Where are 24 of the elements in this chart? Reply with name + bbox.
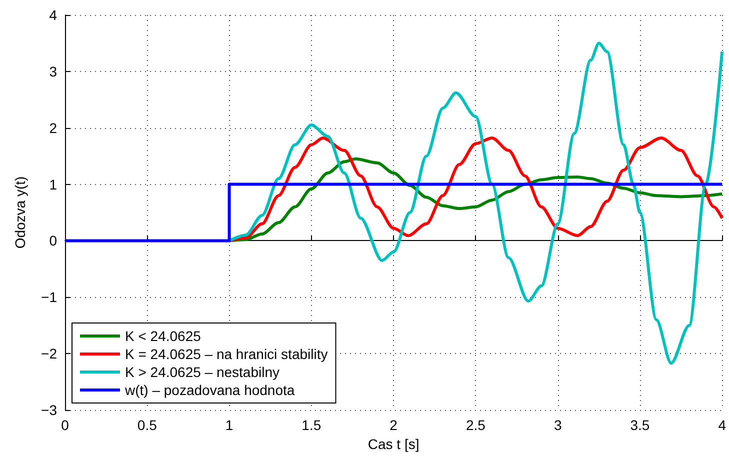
- line-series: [228, 136, 724, 242]
- y-tick-label: 1: [49, 176, 58, 192]
- x-tick-label: 2.5: [466, 417, 486, 433]
- legend-label: K = 24.0625 – na hranici stability: [125, 346, 328, 362]
- x-tick-label: 1: [225, 417, 234, 433]
- x-tick-label: 4: [718, 417, 726, 433]
- x-tick-label: 2: [390, 417, 398, 433]
- legend-label: w(t) – pozadovana hodnota: [124, 382, 295, 398]
- legend-label: K > 24.0625 – nestabilny: [125, 364, 280, 380]
- x-tick-label: 1.5: [302, 417, 322, 433]
- y-tick-label: −1: [41, 289, 58, 306]
- y-tick-label: 0: [49, 232, 58, 249]
- x-tick-label: 0.5: [137, 417, 158, 433]
- y-tick-label: 3: [49, 63, 58, 80]
- y-tick-label: 4: [49, 7, 58, 23]
- y-axis-title: Odozva y(t): [12, 176, 28, 249]
- x-tick-label: 3.5: [630, 417, 650, 433]
- y-tick-label: 2: [49, 120, 58, 136]
- y-tick-label: −3: [41, 402, 58, 418]
- legend-label: K < 24.0625: [125, 328, 202, 344]
- x-tick-label: 0: [61, 417, 70, 433]
- x-tick-label: 3: [554, 417, 562, 433]
- x-axis-title: Cas t [s]: [368, 436, 420, 452]
- y-tick-label: −2: [41, 346, 58, 362]
